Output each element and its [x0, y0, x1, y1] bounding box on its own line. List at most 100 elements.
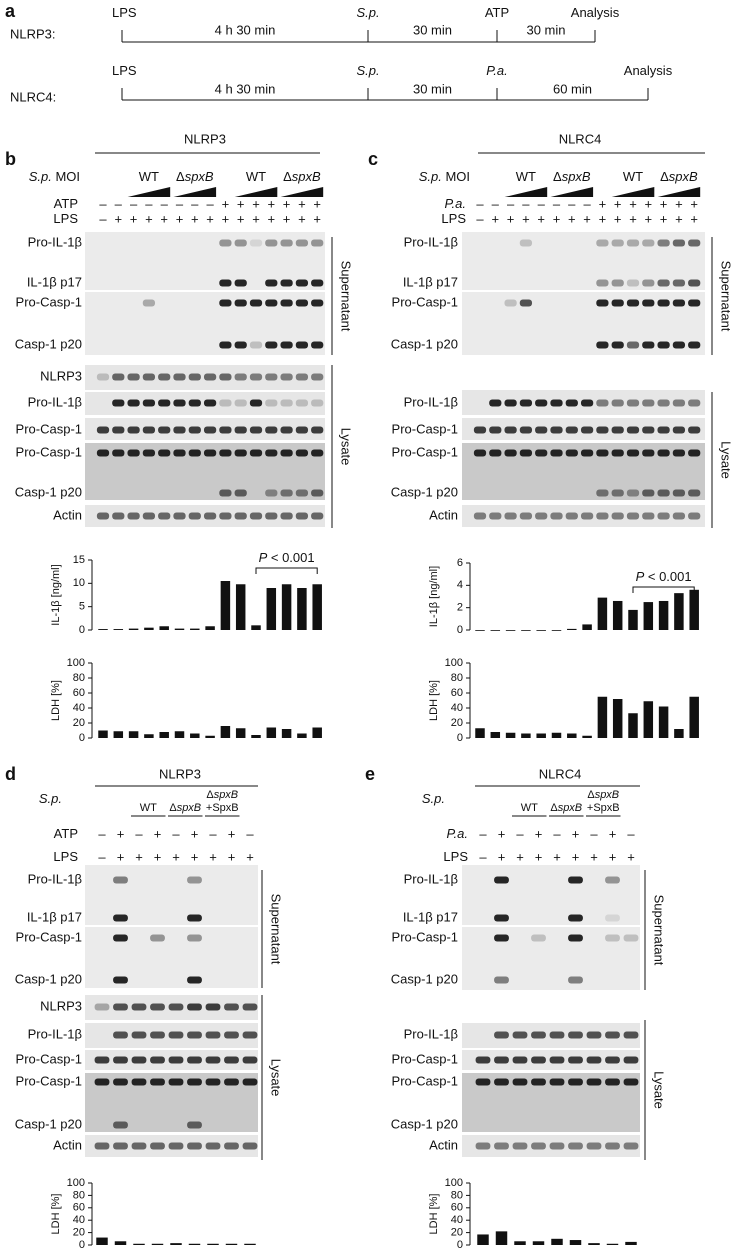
group-label: WT: [140, 802, 157, 814]
band: [568, 1142, 583, 1150]
band: [626, 449, 640, 457]
band: [234, 239, 247, 247]
band: [113, 1031, 128, 1039]
band: [173, 449, 186, 457]
band: [219, 426, 232, 434]
blot-label: IL-1β p17: [403, 909, 458, 924]
fraction-label: Supernatant: [269, 894, 284, 965]
band: [94, 1056, 110, 1064]
condition-symbol: +: [191, 826, 199, 841]
band: [611, 239, 624, 247]
band: [113, 1003, 128, 1011]
condition-symbol: +: [228, 826, 236, 841]
band: [565, 512, 578, 520]
band: [113, 1056, 128, 1064]
band: [203, 426, 217, 434]
band: [626, 239, 640, 247]
band: [127, 512, 140, 520]
band: [112, 449, 125, 457]
band: [672, 426, 686, 434]
band: [568, 976, 583, 984]
axis-label: IL-1β [ng/ml]: [50, 564, 62, 625]
band: [249, 399, 263, 407]
condition-symbol: +: [176, 211, 184, 226]
band: [494, 1031, 509, 1039]
band: [173, 373, 186, 381]
band: [475, 1078, 491, 1086]
band: [504, 512, 517, 520]
band: [688, 279, 701, 287]
band: [158, 399, 171, 407]
band: [219, 299, 232, 307]
text-segment: spxB: [177, 802, 201, 814]
band: [234, 299, 247, 307]
band: [205, 1031, 221, 1039]
blot-label: Pro-Casp-1: [16, 444, 82, 459]
bar: [689, 589, 699, 630]
band: [535, 426, 548, 434]
condition-symbol: +: [115, 211, 123, 226]
bar: [312, 584, 322, 630]
condition-symbol: +: [627, 849, 635, 864]
band: [142, 512, 156, 520]
band: [234, 341, 247, 349]
condition-symbol: +: [268, 196, 276, 211]
band: [549, 1142, 565, 1150]
band: [188, 426, 201, 434]
band: [96, 426, 110, 434]
band: [657, 426, 670, 434]
band: [531, 1031, 546, 1039]
band: [158, 449, 171, 457]
band: [611, 426, 624, 434]
condition-symbol: +: [572, 826, 580, 841]
text-segment: WT: [140, 802, 157, 814]
bar: [551, 732, 562, 738]
text-segment: S.p.: [29, 169, 52, 184]
band: [249, 426, 263, 434]
blot-label: Pro-IL-1β: [404, 234, 458, 249]
band: [219, 449, 232, 457]
y-tick-label: 20: [73, 717, 85, 729]
y-tick-label: 80: [451, 672, 463, 684]
text-segment: Analysis: [624, 63, 673, 78]
text-segment: MOI: [442, 169, 470, 184]
significance-bracket: [632, 586, 695, 593]
band: [642, 299, 655, 307]
band: [242, 1056, 258, 1064]
blot: [85, 232, 325, 355]
band: [605, 876, 620, 884]
band: [605, 1031, 620, 1039]
blot-label: Actin: [53, 507, 82, 522]
event-label: P.a.: [486, 63, 507, 78]
text-segment: Δ: [283, 169, 292, 184]
text-segment: P: [259, 550, 268, 565]
condition-symbol: +: [599, 211, 607, 226]
band: [605, 1078, 620, 1086]
blot-label: Pro-IL-1β: [404, 394, 458, 409]
band: [504, 449, 517, 457]
condition-symbol: –: [206, 196, 214, 211]
text-segment: LPS: [112, 5, 137, 20]
panel-title: NLRP3: [159, 766, 201, 781]
bar: [477, 1234, 489, 1245]
band: [512, 1056, 528, 1064]
band: [549, 1078, 565, 1086]
band: [623, 934, 639, 942]
row-label: NLRP3:: [10, 26, 56, 41]
blot-label: Pro-IL-1β: [28, 1026, 82, 1041]
text-segment: LPS: [53, 849, 78, 864]
band: [672, 279, 686, 287]
band: [611, 512, 624, 520]
band: [249, 341, 263, 349]
condition-symbol: +: [191, 211, 199, 226]
band: [173, 512, 186, 520]
band: [565, 399, 578, 407]
condition-symbol: +: [645, 211, 653, 226]
bar: [133, 1243, 145, 1245]
band: [688, 449, 701, 457]
row-label: LPS: [53, 849, 78, 864]
band: [113, 914, 128, 922]
bar: [490, 630, 501, 631]
condition-symbol: +: [252, 211, 260, 226]
band: [188, 449, 201, 457]
